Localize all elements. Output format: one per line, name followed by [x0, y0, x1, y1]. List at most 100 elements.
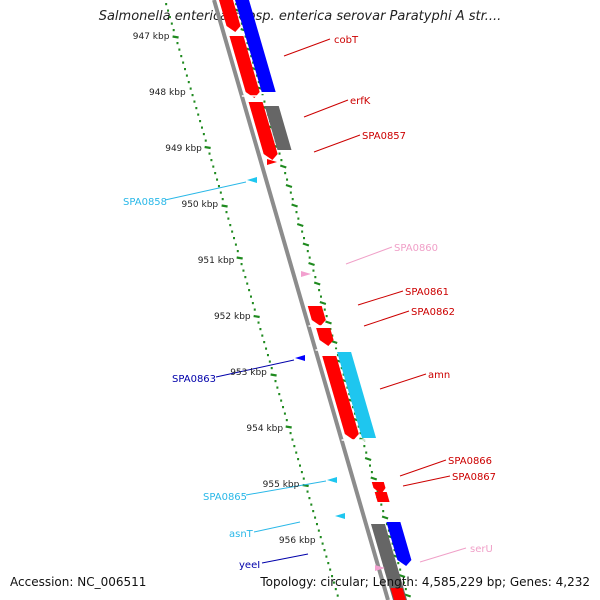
gene-label: SPA0863	[172, 374, 216, 385]
ruler-dot	[191, 94, 194, 97]
ruler-major-tick	[270, 373, 277, 377]
ruler-dot	[325, 315, 328, 318]
ruler-dot	[334, 588, 337, 591]
ruler-dot	[172, 29, 175, 32]
ruler-dash	[285, 183, 293, 189]
ruler-dot	[348, 393, 351, 396]
ruler-dot	[319, 295, 322, 298]
ruler-dot	[352, 406, 355, 409]
ruler-dot	[306, 250, 309, 253]
ruler-dot	[323, 549, 326, 552]
gene-red	[248, 102, 278, 160]
gene-asnT	[335, 513, 345, 519]
ruler-dot	[244, 276, 247, 279]
ruler-dot	[314, 516, 317, 519]
topology-label: Topology: circular; Length: 4,585,229 bp…	[260, 575, 590, 589]
ruler-dot	[315, 523, 318, 526]
ruler-dot	[321, 542, 324, 545]
ruler-dot	[363, 445, 366, 448]
ruler-dot	[319, 536, 322, 539]
gene-label: cobT	[334, 35, 359, 46]
ruler-dot	[217, 185, 220, 188]
label-leader-line	[402, 475, 451, 487]
ruler-major-tick	[253, 314, 260, 319]
gene-label: SPA0858	[123, 197, 167, 208]
kbp-label: 951 kbp	[198, 256, 235, 266]
ruler-dot	[167, 9, 170, 12]
gene-SPA0857	[267, 159, 277, 165]
ruler-dot	[249, 295, 252, 298]
ruler-dot	[253, 308, 256, 311]
label-leader-line	[419, 547, 467, 563]
ruler-dot	[278, 393, 281, 396]
ruler-dot	[297, 458, 300, 461]
ruler-dot	[168, 16, 171, 19]
ruler-dot	[165, 3, 168, 6]
ruler-dot	[235, 3, 238, 6]
ruler-dot	[259, 328, 262, 331]
ruler-dash	[291, 203, 298, 208]
ruler-dot	[268, 360, 271, 363]
label-leader-line	[345, 246, 393, 265]
gene-label: SPA0867	[452, 472, 496, 483]
gene-labels: cobT erfK SPA0857 SPA0858 SPA0860 SPA0861 SPA0…	[123, 35, 496, 571]
ruler-dot	[380, 503, 383, 506]
label-leaders	[164, 38, 467, 564]
ruler-dot	[312, 510, 315, 513]
ruler-dot	[257, 321, 260, 324]
label-leader-line	[313, 134, 361, 153]
ruler-dot	[393, 549, 396, 552]
ruler-dot	[274, 380, 277, 383]
ruler-dot	[270, 367, 273, 370]
ruler-dot	[397, 562, 400, 565]
gene-SPA0862	[316, 328, 334, 346]
gene-red	[390, 588, 406, 600]
ruler-dot	[387, 529, 390, 532]
ruler-dot	[340, 367, 343, 370]
ruler-dot	[376, 490, 379, 493]
label-leader-line	[164, 181, 247, 201]
ruler-dot	[327, 562, 330, 565]
gene-red	[219, 0, 241, 32]
ruler-dot	[263, 100, 266, 103]
ruler-dot	[219, 191, 222, 194]
ruler-dot	[284, 172, 287, 175]
gene-amn	[322, 356, 359, 440]
ruler-dot	[353, 412, 356, 415]
ruler-dot	[329, 568, 332, 571]
ruler-dot	[308, 497, 311, 500]
ruler-dot	[332, 581, 335, 584]
ruler-dot	[286, 178, 289, 181]
gene-SPA0861	[307, 306, 326, 326]
label-leader-line	[379, 373, 427, 390]
ruler-dot	[342, 373, 345, 376]
ruler-dot	[208, 152, 211, 155]
ruler-dash	[381, 515, 389, 520]
ruler-dash	[308, 261, 315, 267]
ruler-dot	[263, 341, 266, 344]
ruler-dot	[323, 308, 326, 311]
ruler-dot	[221, 198, 224, 201]
gene-gray	[370, 524, 407, 600]
gene-SPA0863	[295, 355, 305, 361]
gene-yeeI	[386, 522, 412, 566]
gene-label: SPA0862	[411, 307, 455, 318]
ruler-dot	[246, 42, 249, 45]
ruler-dash	[325, 320, 332, 325]
ruler-dot	[176, 42, 179, 45]
ruler-dot	[251, 302, 254, 305]
gene-SPA0866	[371, 482, 386, 494]
ruler-dot	[231, 230, 234, 233]
ruler-major-tick	[204, 145, 211, 150]
ruler-dot	[289, 191, 292, 194]
ruler-dot	[291, 438, 294, 441]
gene-SPA0865	[327, 477, 337, 483]
ruler-dot	[216, 178, 219, 181]
kbp-label: 953 kbp	[230, 368, 267, 378]
ruler-dot	[199, 120, 202, 123]
ruler-dot	[399, 568, 402, 571]
gene-label: SPA0866	[448, 456, 492, 467]
gene-cyan	[337, 352, 377, 438]
ruler-dot	[261, 94, 264, 97]
